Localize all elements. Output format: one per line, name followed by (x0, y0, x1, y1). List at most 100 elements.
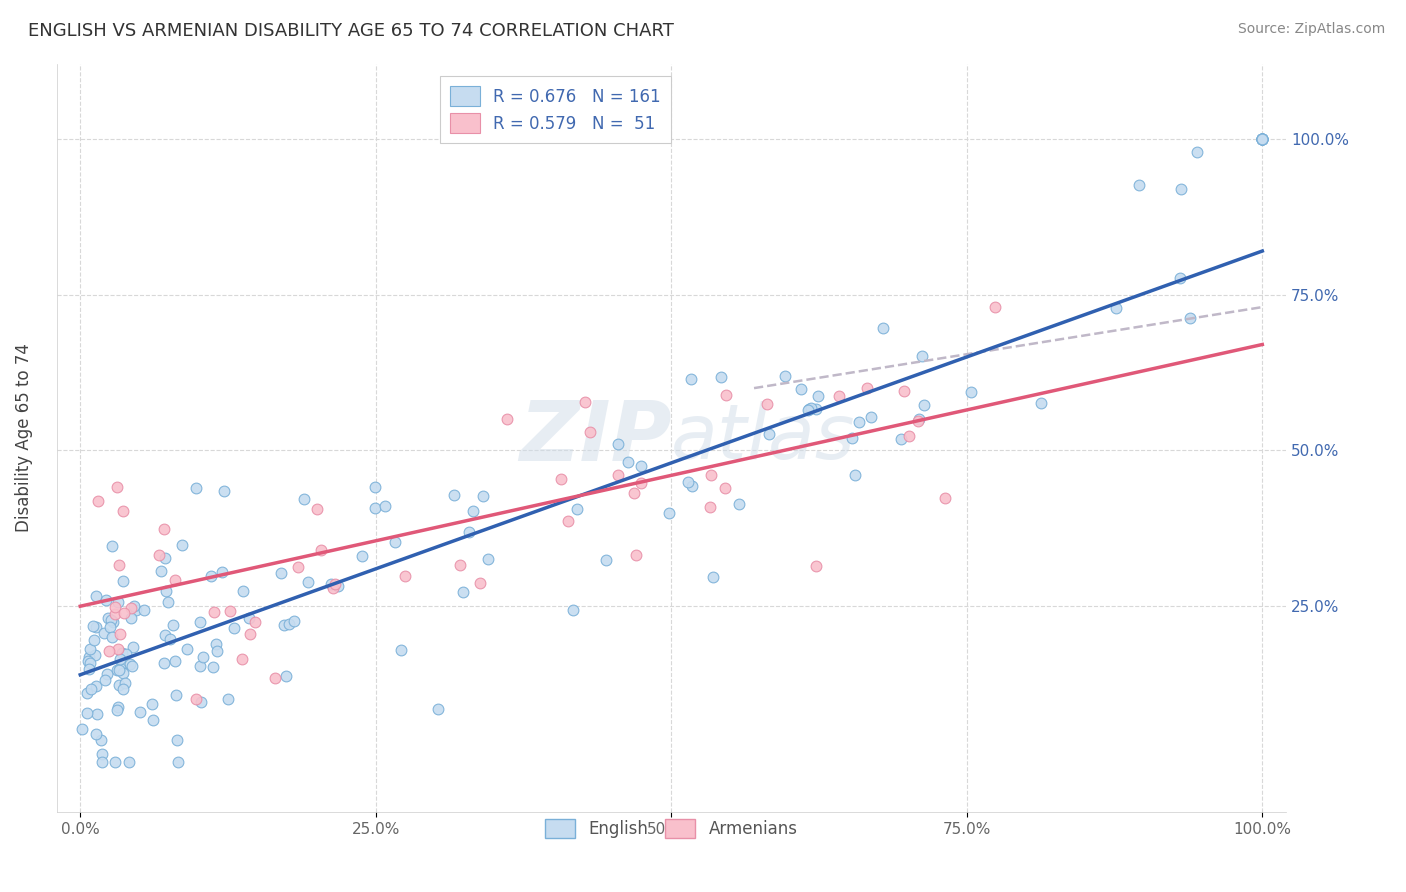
Point (222, 621, 245, 635)
Point (872, 321, 894, 335)
Point (163, 573, 186, 587)
Point (1128, 178, 1150, 193)
Point (118, 657, 141, 672)
Point (97, 611, 120, 625)
Point (630, 476, 652, 491)
Point (859, 409, 882, 424)
Point (111, 681, 134, 696)
Point (807, 389, 830, 403)
Text: ENGLISH VS ARMENIAN DISABILITY AGE 65 TO 74 CORRELATION CHART: ENGLISH VS ARMENIAN DISABILITY AGE 65 TO… (28, 22, 673, 40)
Point (115, 647, 138, 661)
Point (292, 491, 315, 506)
Point (364, 480, 387, 494)
Point (170, 538, 193, 552)
Point (716, 388, 738, 402)
Point (120, 611, 142, 625)
Point (104, 599, 127, 614)
Point (84, 680, 107, 694)
Point (153, 551, 176, 566)
Point (352, 549, 374, 563)
Point (374, 499, 396, 513)
Point (142, 714, 165, 728)
Point (84, 620, 107, 634)
Point (184, 691, 207, 706)
Point (557, 514, 579, 528)
Point (394, 568, 416, 582)
Point (79, 682, 101, 697)
Point (79, 657, 101, 671)
Point (1251, 132, 1274, 146)
Point (323, 576, 346, 591)
Point (907, 414, 929, 428)
Point (108, 663, 131, 677)
Point (1251, 132, 1274, 146)
Point (893, 384, 915, 399)
Point (384, 535, 406, 549)
Point (658, 506, 681, 520)
Point (607, 468, 630, 483)
Point (166, 733, 188, 747)
Point (122, 599, 145, 614)
Point (911, 349, 934, 363)
Point (104, 607, 127, 621)
Point (326, 579, 349, 593)
Point (141, 697, 163, 711)
Point (449, 558, 471, 572)
Point (567, 501, 589, 516)
Point (1251, 132, 1274, 146)
Point (1251, 132, 1274, 146)
Point (841, 431, 863, 445)
Point (728, 496, 751, 510)
Point (105, 663, 128, 677)
Point (96, 667, 118, 681)
Point (188, 658, 211, 673)
Point (984, 301, 1007, 315)
Point (1251, 132, 1274, 146)
Point (477, 551, 499, 566)
Text: atlas: atlas (671, 401, 856, 475)
Point (153, 628, 176, 642)
Point (264, 671, 287, 685)
Point (844, 467, 866, 482)
Point (283, 614, 305, 628)
Point (699, 500, 721, 514)
Point (389, 643, 412, 657)
Point (574, 395, 596, 409)
Point (427, 702, 450, 716)
Point (163, 654, 186, 668)
Point (287, 559, 309, 574)
Point (458, 525, 481, 540)
Point (125, 603, 148, 617)
Point (1170, 182, 1192, 196)
Point (322, 582, 344, 596)
Point (699, 468, 721, 483)
Point (912, 398, 935, 412)
Point (1251, 132, 1274, 146)
Point (245, 615, 267, 629)
Point (890, 432, 912, 446)
Point (623, 486, 645, 500)
Point (79, 642, 101, 657)
Point (120, 601, 142, 615)
Point (129, 705, 152, 719)
Point (1251, 132, 1274, 146)
Point (218, 604, 240, 618)
Point (121, 658, 143, 673)
Point (76, 686, 98, 700)
Point (114, 676, 136, 690)
Point (297, 574, 319, 589)
Point (443, 488, 465, 502)
Point (828, 389, 851, 403)
Point (1178, 311, 1201, 326)
Point (101, 630, 124, 644)
Point (118, 755, 141, 769)
Point (800, 401, 823, 416)
Point (188, 615, 211, 630)
Point (1029, 396, 1052, 410)
Point (470, 576, 492, 591)
Point (897, 429, 920, 443)
Point (207, 643, 229, 657)
Point (1251, 132, 1274, 146)
Point (463, 504, 485, 518)
Point (607, 436, 630, 450)
